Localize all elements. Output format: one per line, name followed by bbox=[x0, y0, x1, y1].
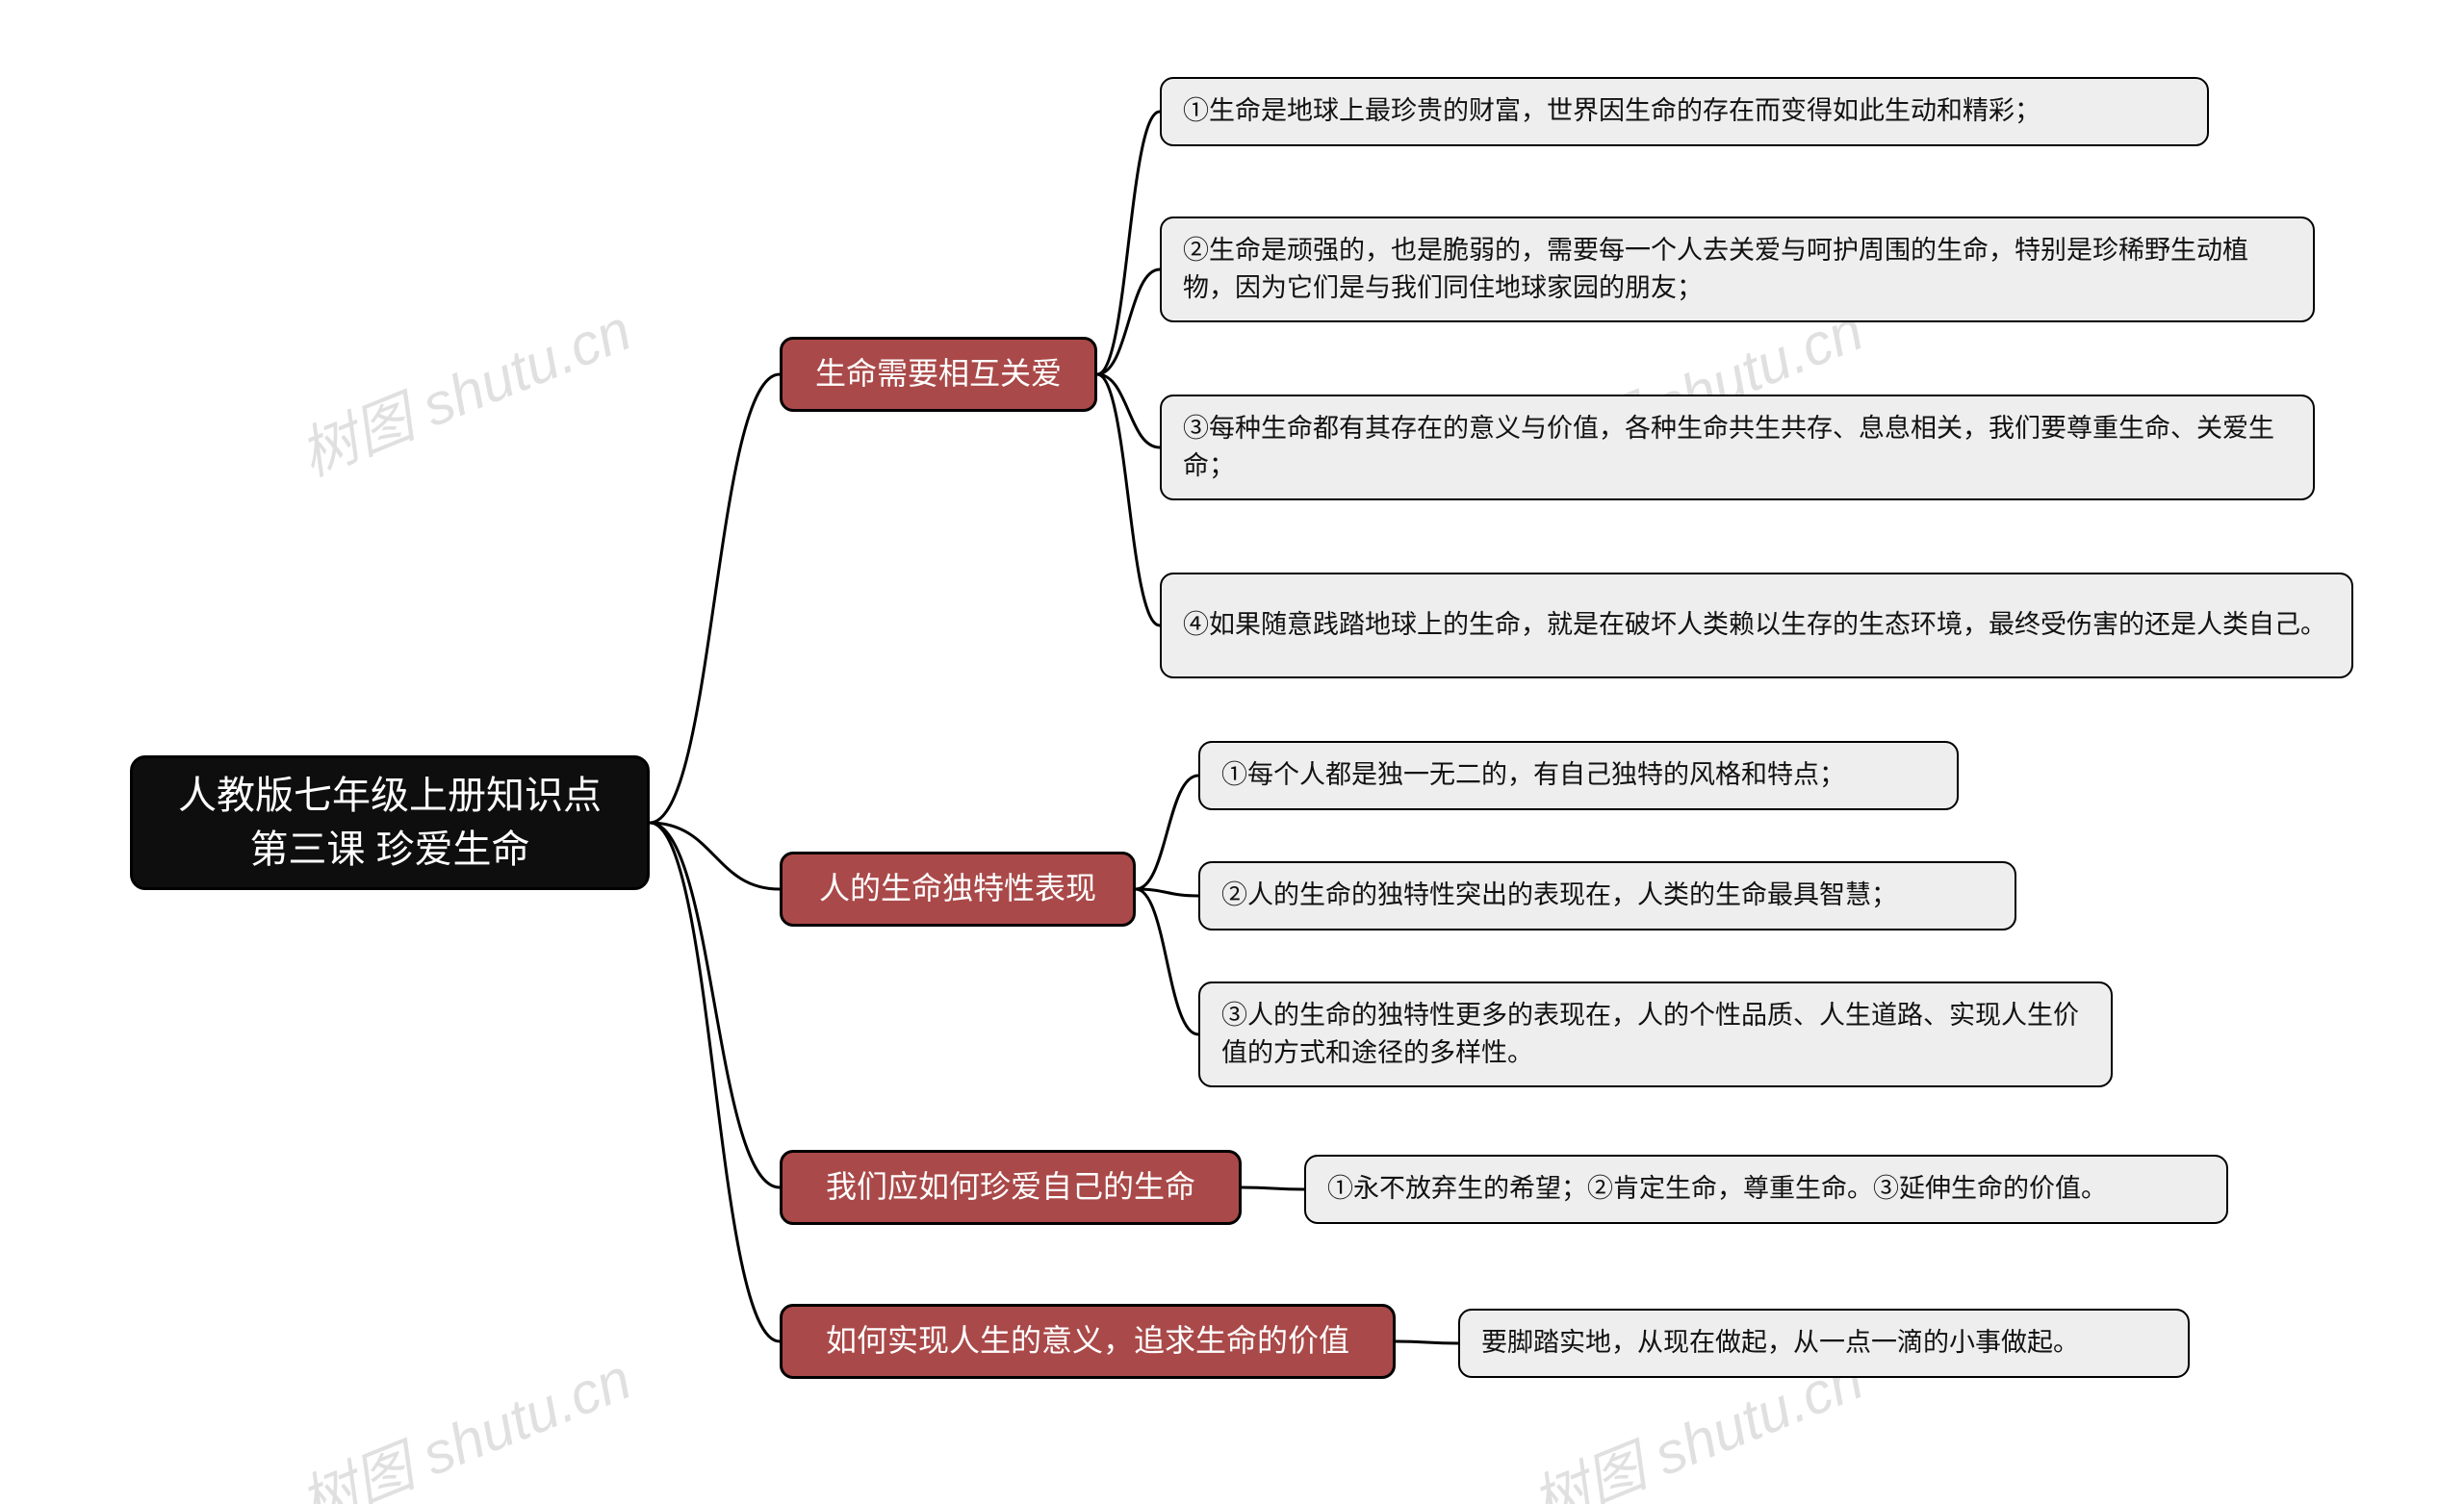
leaf-text: ②人的生命的独特性突出的表现在，人类的生命最具智慧； bbox=[1221, 877, 1897, 914]
branch-text: 生命需要相互关爱 bbox=[815, 354, 1062, 395]
root-text: 人教版七年级上册知识点第三课 珍爱生命 bbox=[178, 769, 602, 877]
mindmap-leaf: ③每种生命都有其存在的意义与价值，各种生命共生共存、息息相关，我们要尊重生命、关… bbox=[1160, 395, 2315, 500]
mindmap-leaf: ①永不放弃生的希望；②肯定生命，尊重生命。③延伸生命的价值。 bbox=[1304, 1155, 2228, 1224]
mindmap-leaf: 要脚踏实地，从现在做起，从一点一滴的小事做起。 bbox=[1458, 1309, 2190, 1378]
leaf-text: ①永不放弃生的希望；②肯定生命，尊重生命。③延伸生命的价值。 bbox=[1327, 1170, 2107, 1208]
branch-text: 如何实现人生的意义，追求生命的价值 bbox=[826, 1321, 1349, 1362]
leaf-text: ①生命是地球上最珍贵的财富，世界因生命的存在而变得如此生动和精彩； bbox=[1183, 92, 2040, 130]
mindmap-branch: 人的生命独特性表现 bbox=[780, 852, 1136, 927]
mindmap-leaf: ②生命是顽强的，也是脆弱的，需要每一个人去关爱与呵护周围的生命，特别是珍稀野生动… bbox=[1160, 217, 2315, 322]
leaf-text: ③人的生命的独特性更多的表现在，人的个性品质、人生道路、实现人生价值的方式和途径… bbox=[1221, 997, 2090, 1072]
leaf-text: 要脚踏实地，从现在做起，从一点一滴的小事做起。 bbox=[1481, 1324, 2079, 1362]
mindmap-branch: 如何实现人生的意义，追求生命的价值 bbox=[780, 1304, 1396, 1379]
watermark: 树图 shutu.cn bbox=[286, 1333, 642, 1504]
mindmap-leaf: ②人的生命的独特性突出的表现在，人类的生命最具智慧； bbox=[1198, 861, 2016, 930]
branch-text: 我们应如何珍爱自己的生命 bbox=[826, 1167, 1195, 1208]
mindmap-root: 人教版七年级上册知识点第三课 珍爱生命 bbox=[130, 755, 650, 890]
leaf-text: ③每种生命都有其存在的意义与价值，各种生命共生共存、息息相关，我们要尊重生命、关… bbox=[1183, 410, 2292, 485]
branch-text: 人的生命独特性表现 bbox=[819, 869, 1096, 909]
mindmap-leaf: ④如果随意践踏地球上的生命，就是在破坏人类赖以生存的生态环境，最终受伤害的还是人… bbox=[1160, 573, 2353, 678]
mindmap-leaf: ①生命是地球上最珍贵的财富，世界因生命的存在而变得如此生动和精彩； bbox=[1160, 77, 2209, 146]
mindmap-leaf: ①每个人都是独一无二的，有自己独特的风格和特点； bbox=[1198, 741, 1959, 810]
mindmap-branch: 生命需要相互关爱 bbox=[780, 337, 1097, 412]
leaf-text: ①每个人都是独一无二的，有自己独特的风格和特点； bbox=[1221, 756, 1845, 794]
watermark: 树图 shutu.cn bbox=[286, 284, 642, 493]
mindmap-branch: 我们应如何珍爱自己的生命 bbox=[780, 1150, 1242, 1225]
mindmap-leaf: ③人的生命的独特性更多的表现在，人的个性品质、人生道路、实现人生价值的方式和途径… bbox=[1198, 981, 2113, 1087]
leaf-text: ②生命是顽强的，也是脆弱的，需要每一个人去关爱与呵护周围的生命，特别是珍稀野生动… bbox=[1183, 232, 2292, 307]
leaf-text: ④如果随意践踏地球上的生命，就是在破坏人类赖以生存的生态环境，最终受伤害的还是人… bbox=[1183, 606, 2326, 644]
